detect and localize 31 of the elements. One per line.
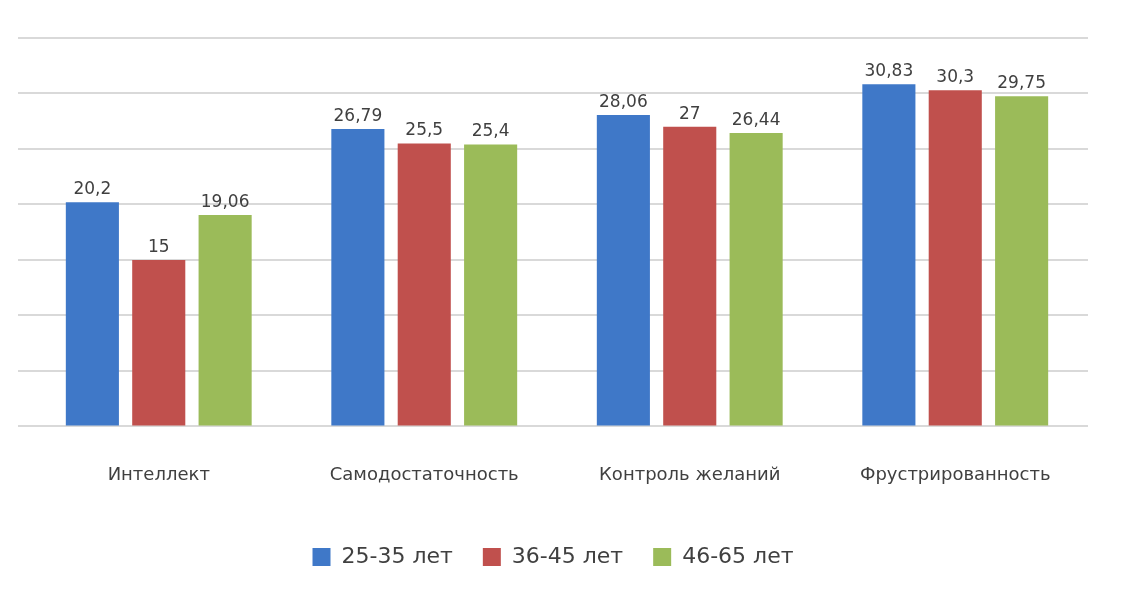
legend-label: 36-45 лет [511,542,624,568]
data-label: 29,75 [997,72,1046,93]
x-tick-label: Интеллект [107,462,210,484]
data-label: 15 [147,235,170,256]
bar [729,132,783,426]
bar [663,126,717,426]
bar [132,259,186,426]
legend-label: 25-35 лет [341,542,454,568]
bar [464,144,518,426]
bar [65,202,119,426]
bar [331,129,385,426]
data-label: 27 [678,102,701,123]
data-label: 30,3 [936,66,975,87]
x-tick-label: Контроль желаний [599,462,781,484]
bar [596,115,650,426]
bar [928,90,982,426]
data-label: 25,4 [471,120,510,141]
legend-label: 46-65 лет [682,542,794,568]
data-label: 19,06 [200,190,250,211]
bar [995,96,1049,426]
data-label: 25,5 [405,119,444,140]
data-label: 26,79 [333,105,383,126]
data-label: 30,83 [864,60,914,81]
bar [862,84,916,426]
bar [198,214,252,426]
x-tick-label: Фрустрированность [859,462,1051,484]
data-label: 26,44 [731,108,781,129]
x-tick-label: Самодостаточность [329,462,519,484]
bar [397,143,451,426]
data-label: 20,2 [73,178,112,199]
data-label: 28,06 [599,90,648,111]
